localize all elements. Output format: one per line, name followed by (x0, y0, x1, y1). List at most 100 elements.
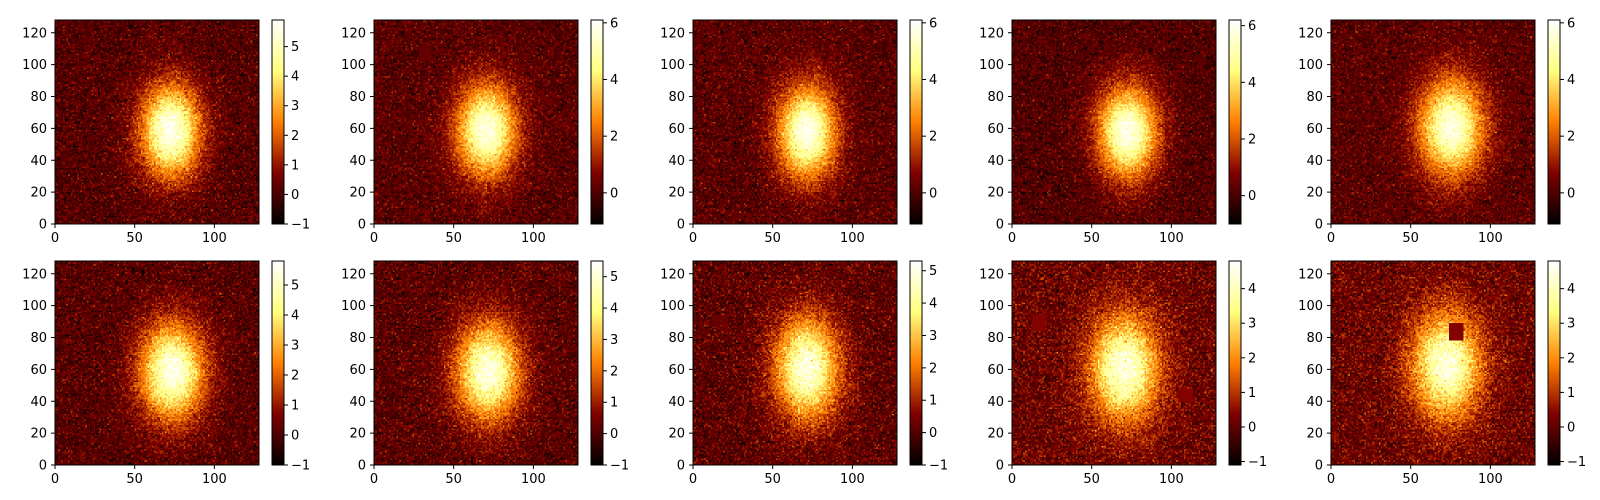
x-tick-label: 50 (1402, 472, 1419, 487)
colorbar (590, 19, 604, 225)
colorbar-tick-label: 2 (1248, 133, 1256, 148)
colorbar-tick-label: 4 (291, 309, 299, 324)
colorbar-tick-label: −1 (610, 459, 629, 474)
y-tick-label: 80 (30, 90, 47, 105)
y-tick-label: 20 (30, 186, 47, 201)
colorbar-tick-label: 2 (1567, 130, 1575, 145)
y-tick-label: 80 (1306, 331, 1323, 346)
y-tick-label: 20 (1306, 186, 1323, 201)
heatmap-image (1012, 261, 1216, 465)
y-tick-label: 120 (660, 267, 685, 282)
colorbar-tick-label: 3 (291, 339, 299, 354)
x-tick-label: 100 (1159, 472, 1184, 487)
y-tick-label: 40 (30, 395, 47, 410)
y-tick-label: 20 (987, 427, 1004, 442)
colorbar-tick-label: 5 (929, 264, 937, 279)
colorbar-tick-label: 2 (1567, 351, 1575, 366)
colorbar-tick-label: 0 (610, 427, 618, 442)
y-tick-label: 20 (349, 186, 366, 201)
y-tick-label: 80 (30, 331, 47, 346)
colorbar (1547, 19, 1561, 225)
colorbar-tick-label: 6 (1248, 19, 1256, 34)
x-tick-label: 100 (1478, 472, 1503, 487)
colorbar-tick-label: 3 (929, 329, 937, 344)
axes-frame (373, 19, 579, 225)
x-tick-label: 100 (840, 472, 865, 487)
colorbar (271, 260, 285, 466)
x-tick-label: 50 (764, 472, 781, 487)
colorbar-tick-label: 6 (1567, 16, 1575, 31)
x-tick-label: 50 (1083, 231, 1100, 246)
heatmap-image (55, 20, 259, 224)
y-tick-label: 20 (349, 427, 366, 442)
y-tick-label: 100 (341, 58, 366, 73)
y-tick-label: 20 (668, 186, 685, 201)
colorbar (1547, 260, 1561, 466)
x-tick-label: 50 (764, 231, 781, 246)
colorbar-tick-label: 2 (291, 129, 299, 144)
colorbar-tick-label: 1 (929, 394, 937, 409)
y-tick-label: 120 (1298, 26, 1323, 41)
heatmap-image (1331, 261, 1535, 465)
x-tick-label: 0 (1008, 472, 1016, 487)
colorbar-tick-label: 0 (929, 186, 937, 201)
panel-9: 0 50 100 0 20 40 60 80 100 120 −1 0 1 2 3 4 (979, 260, 1267, 487)
x-tick-label: 50 (126, 231, 143, 246)
colorbar-tick-label: 2 (610, 130, 618, 145)
y-tick-label: 40 (1306, 154, 1323, 169)
y-tick-label: 20 (30, 427, 47, 442)
y-tick-label: 80 (668, 90, 685, 105)
colorbar (909, 260, 923, 466)
colorbar-tick-label: −1 (1567, 455, 1586, 470)
panel-7: 0 50 100 0 20 40 60 80 100 120 −1 0 1 2 3 4 5 (341, 260, 629, 487)
colorbar (271, 19, 285, 225)
y-tick-label: 80 (349, 90, 366, 105)
x-tick-label: 0 (370, 231, 378, 246)
y-tick-label: 120 (22, 26, 47, 41)
heatmap-image (693, 261, 897, 465)
colorbar-tick-label: 2 (929, 361, 937, 376)
colorbar (1228, 19, 1242, 225)
colorbar-tick-label: 5 (291, 40, 299, 55)
y-tick-label: 100 (1298, 299, 1323, 314)
y-tick-label: 40 (668, 154, 685, 169)
y-tick-label: 60 (668, 122, 685, 137)
heatmap-image (374, 20, 578, 224)
y-tick-label: 0 (39, 459, 47, 474)
colorbar-tick-label: −1 (929, 459, 948, 474)
x-tick-label: 0 (1327, 472, 1335, 487)
panel-10: 0 50 100 0 20 40 60 80 100 120 −1 0 1 2 3 4 (1298, 260, 1586, 487)
y-tick-label: 0 (39, 218, 47, 233)
y-tick-label: 20 (987, 186, 1004, 201)
colorbar-tick-label: 4 (929, 297, 937, 312)
colorbar-tick-label: 1 (291, 399, 299, 414)
panel-8: 0 50 100 0 20 40 60 80 100 120 −1 0 1 2 3 4 5 (660, 260, 948, 487)
colorbar-tick-label: 4 (929, 73, 937, 88)
colorbar-tick-label: 4 (1567, 282, 1575, 297)
x-tick-label: 50 (445, 472, 462, 487)
panel-4: 0 50 100 0 20 40 60 80 100 120 0 2 4 6 (979, 19, 1256, 246)
colorbar-tick-label: 6 (610, 16, 618, 31)
y-tick-label: 0 (358, 218, 366, 233)
x-tick-label: 100 (202, 231, 227, 246)
x-tick-label: 50 (445, 231, 462, 246)
y-tick-label: 80 (349, 331, 366, 346)
colorbar-tick-label: 0 (1567, 420, 1575, 435)
colorbar-tick-label: 1 (1248, 386, 1256, 401)
y-tick-label: 120 (341, 267, 366, 282)
colorbar-tick-label: 0 (1248, 420, 1256, 435)
colorbar-tick-label: 0 (610, 186, 618, 201)
x-tick-label: 0 (51, 472, 59, 487)
colorbar (1228, 260, 1242, 466)
x-tick-label: 0 (370, 472, 378, 487)
y-tick-label: 0 (996, 459, 1004, 474)
x-tick-label: 50 (126, 472, 143, 487)
y-tick-label: 120 (22, 267, 47, 282)
y-tick-label: 120 (979, 26, 1004, 41)
y-tick-label: 80 (987, 331, 1004, 346)
colorbar-tick-label: 1 (291, 158, 299, 173)
x-tick-label: 0 (689, 472, 697, 487)
colorbar-tick-label: 2 (1248, 351, 1256, 366)
y-tick-label: 60 (30, 363, 47, 378)
